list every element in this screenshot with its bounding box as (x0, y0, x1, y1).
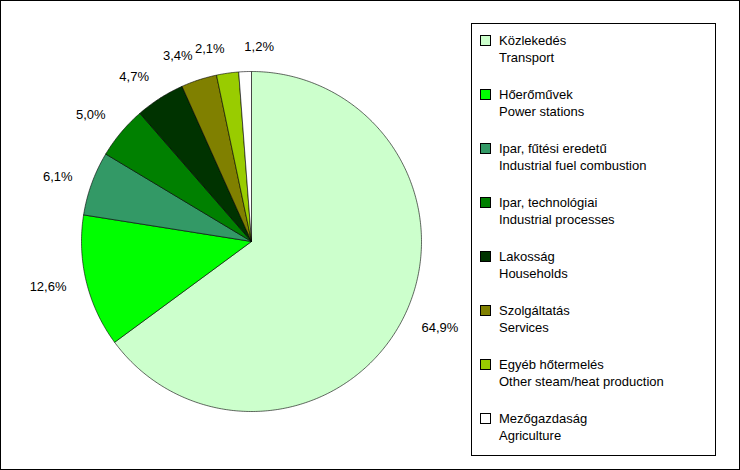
svg-text:64,9%: 64,9% (421, 320, 458, 335)
html-text:Közlekedés: Közlekedés (499, 33, 567, 48)
html-text:Households: Households (499, 266, 568, 281)
svg-text:12,6%: 12,6% (30, 279, 67, 294)
html-text:Agriculture: Agriculture (499, 428, 562, 443)
svg-text:4,7%: 4,7% (119, 69, 149, 84)
html-text:Other steam/heat production: Other steam/heat production (499, 374, 664, 389)
html-text:Transport: Transport (499, 50, 555, 65)
html-text:Mezőgazdaság: Mezőgazdaság (499, 411, 588, 426)
html-text:Szolgáltatás: Szolgáltatás (499, 303, 570, 318)
html-text:Industrial fuel combustion: Industrial fuel combustion (499, 158, 647, 173)
svg-text:1,2%: 1,2% (244, 39, 274, 54)
html-text:Industrial processes: Industrial processes (499, 212, 615, 227)
html-text:Lakosság: Lakosság (499, 249, 555, 264)
svg-text:6,1%: 6,1% (43, 169, 73, 184)
html-text:Services: Services (499, 320, 549, 335)
svg-text:2,1%: 2,1% (195, 41, 225, 56)
svg-text:5,0%: 5,0% (76, 107, 106, 122)
html-text:Power stations: Power stations (499, 104, 585, 119)
svg-text:3,4%: 3,4% (163, 48, 193, 63)
html-text:Ipar, technológiai: Ipar, technológiai (499, 195, 598, 210)
html-text:Hőerőművek: Hőerőművek (499, 87, 573, 102)
html-text:Ipar, fűtési eredetű: Ipar, fűtési eredetű (499, 141, 607, 156)
html-text:Egyéb hőtermelés: Egyéb hőtermelés (499, 357, 604, 372)
